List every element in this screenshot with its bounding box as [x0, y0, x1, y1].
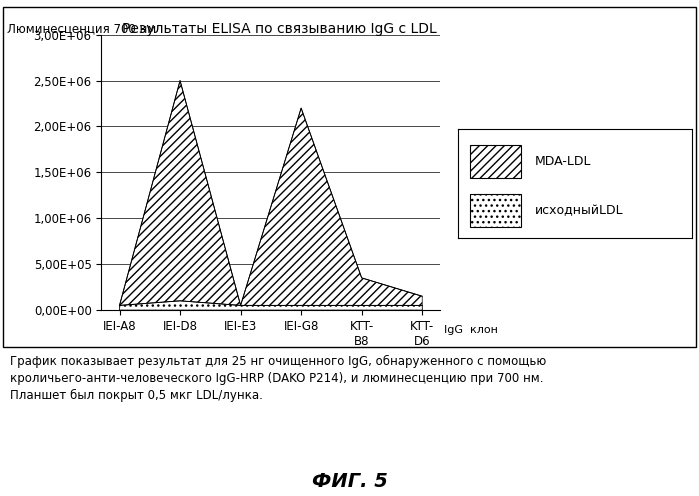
Text: исходныйLDL: исходныйLDL — [535, 204, 624, 217]
Text: Результаты ELISA по связыванию IgG с LDL: Результаты ELISA по связыванию IgG с LDL — [122, 22, 437, 36]
Text: График показывает результат для 25 нг очищенного IgG, обнаруженного с помощью
кр: График показывает результат для 25 нг оч… — [10, 355, 547, 402]
Text: IgG  клон: IgG клон — [444, 325, 498, 335]
Text: ФИГ. 5: ФИГ. 5 — [312, 472, 387, 491]
Text: MDA-LDL: MDA-LDL — [535, 155, 591, 168]
Text: Люминесценция 700 нм: Люминесценция 700 нм — [7, 22, 157, 35]
FancyBboxPatch shape — [470, 145, 521, 178]
FancyBboxPatch shape — [470, 194, 521, 227]
